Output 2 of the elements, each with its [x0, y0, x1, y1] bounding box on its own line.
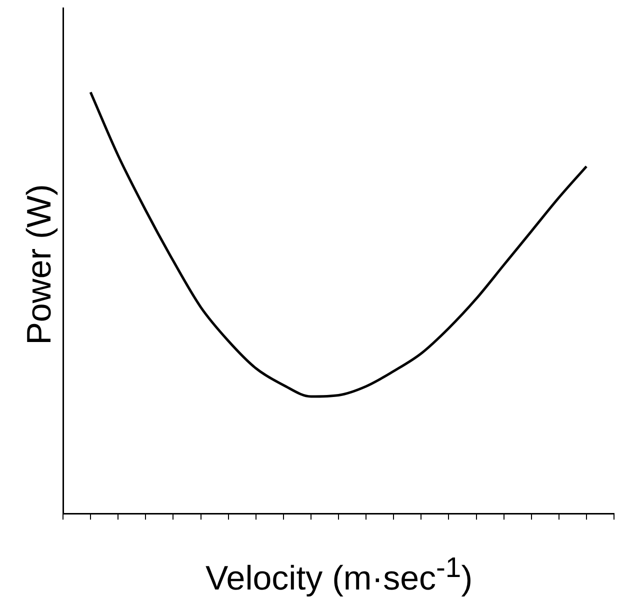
x-axis-title: Velocity (m·sec$^{-1}$) [204, 552, 474, 598]
y-axis-title: Power (W) [20, 183, 60, 347]
